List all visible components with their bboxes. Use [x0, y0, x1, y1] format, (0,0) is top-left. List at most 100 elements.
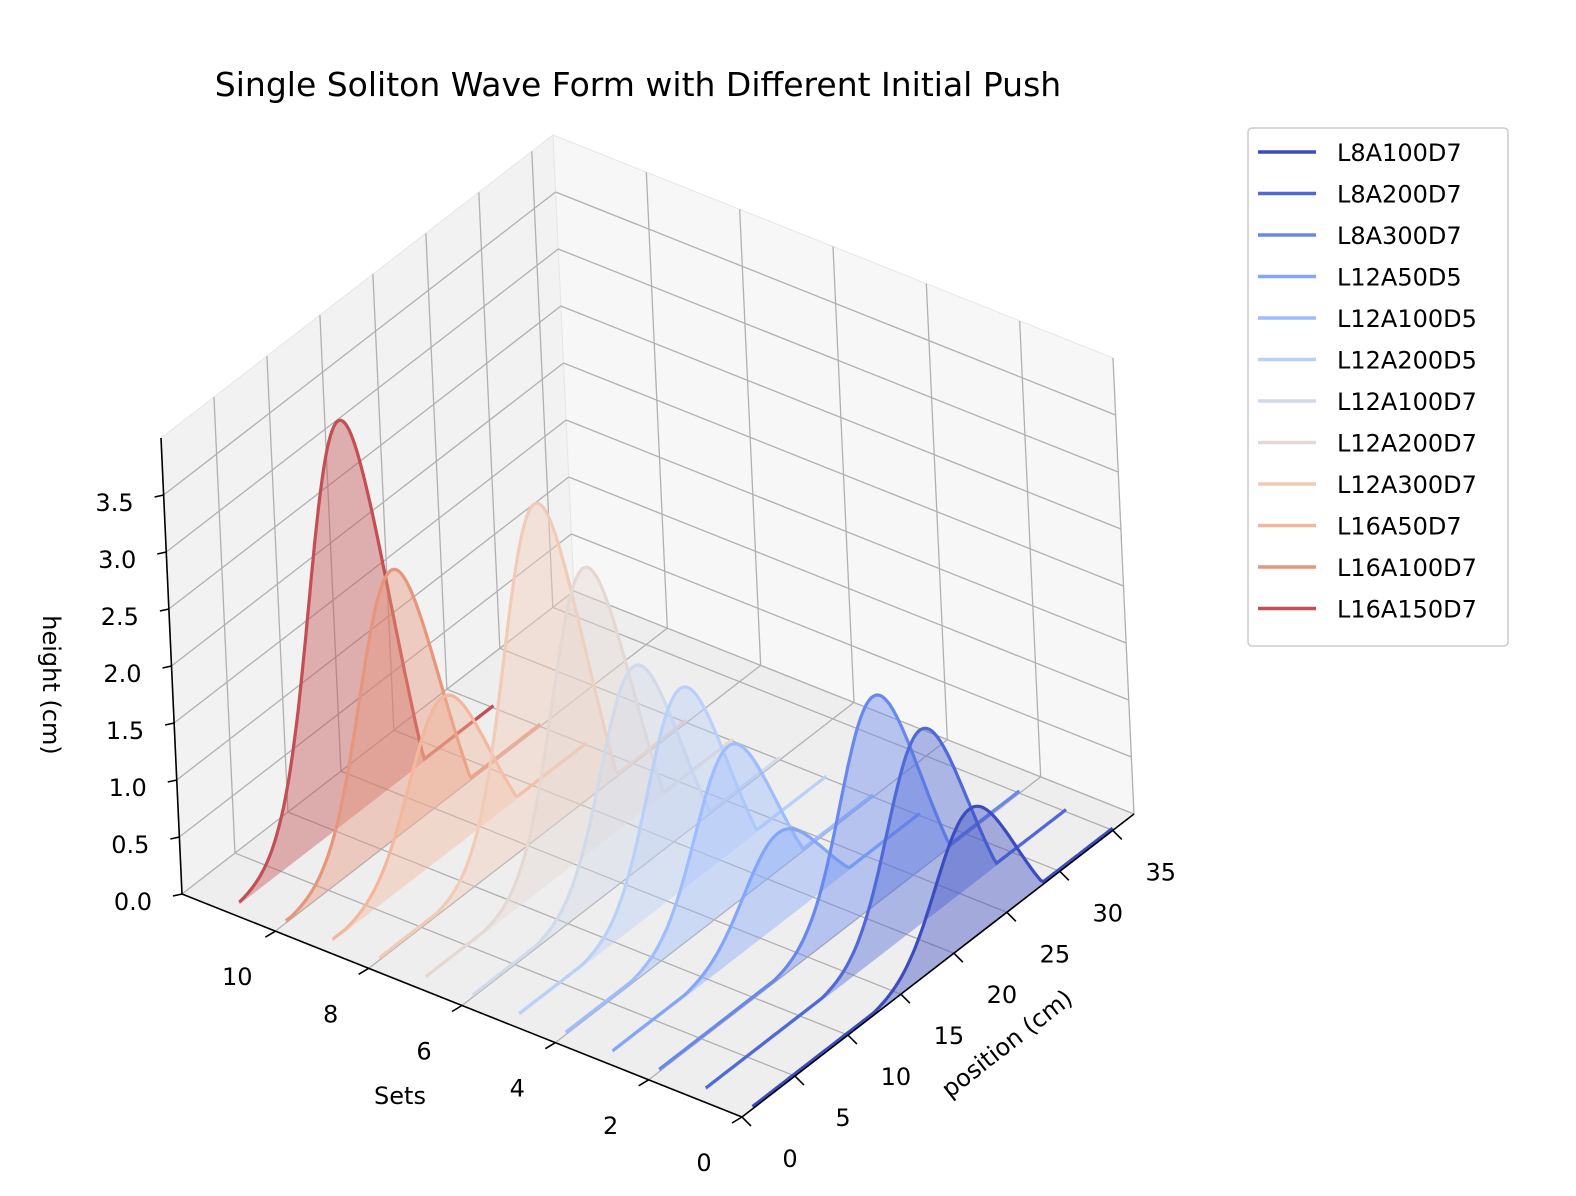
- y-tick-label: 4: [510, 1075, 525, 1103]
- series-fill-L12A200D5: [519, 687, 827, 1016]
- grid-line-y-floor: [554, 739, 948, 1044]
- series-layer: [238, 418, 1114, 1109]
- y-tick-label: 0: [696, 1149, 711, 1177]
- z-tick-label: 0.0: [114, 888, 152, 916]
- z-tick: [164, 722, 175, 726]
- x-tick: [1006, 911, 1017, 922]
- grid-line-z-back: [181, 590, 575, 895]
- series-fill-L16A50D7: [332, 695, 587, 942]
- legend-label: L12A200D5: [1337, 347, 1477, 375]
- y-axis-label: Sets: [374, 1082, 426, 1110]
- legend-label: L16A50D7: [1337, 513, 1462, 541]
- y-tick: [358, 967, 370, 976]
- series-line-L12A200D7: [424, 565, 735, 978]
- grid-line-z-side: [568, 476, 1129, 701]
- series-line-L8A300D7: [658, 693, 1021, 1071]
- y-tick: [638, 1079, 650, 1087]
- series-line-L16A100D7: [284, 567, 542, 922]
- series-line-L12A50D5: [611, 812, 921, 1053]
- y-tick: [451, 1004, 463, 1013]
- grid-line-z-side: [555, 191, 1116, 416]
- x-tick: [847, 1034, 858, 1045]
- x-tick-label: 10: [881, 1063, 912, 1091]
- grid-line-y-floor: [648, 776, 1042, 1081]
- z-tick-label: 2.0: [103, 660, 141, 688]
- legend-label: L8A200D7: [1337, 181, 1462, 209]
- grid-line-z-back: [178, 533, 572, 838]
- x-tick-label: 15: [934, 1022, 965, 1050]
- z-tick: [157, 551, 167, 555]
- grid-line-z-back: [165, 248, 559, 553]
- grid-line-z-side: [573, 590, 1135, 815]
- y-tick: [731, 1116, 743, 1124]
- z-tick-label: 3.5: [95, 489, 133, 517]
- series-fill-L16A100D7: [285, 569, 541, 923]
- z-tick: [159, 608, 170, 612]
- series-line-L8A100D7: [751, 804, 1114, 1108]
- series-fill-L8A300D7: [659, 695, 1020, 1072]
- legend-label: L12A200D7: [1337, 430, 1477, 458]
- y-tick-label: 8: [323, 1000, 338, 1028]
- series-line-L8A200D7: [704, 726, 1067, 1090]
- y-tick-label: 2: [603, 1112, 618, 1140]
- series-fill-L12A100D7: [472, 665, 780, 998]
- legend-box: [1247, 127, 1509, 647]
- grid-line-z-side: [558, 248, 1119, 473]
- z-tick-label: 3.0: [98, 546, 136, 574]
- y-tick-label: 6: [416, 1038, 431, 1066]
- grid-line-y-floor: [461, 701, 855, 1007]
- x-tick-label: 5: [835, 1104, 850, 1132]
- grid-line-y-floor: [368, 664, 762, 969]
- legend-label: L8A300D7: [1337, 222, 1462, 250]
- x-tick-label: 0: [782, 1145, 797, 1173]
- series-line-L12A300D7: [378, 501, 688, 960]
- legend-label: L16A100D7: [1337, 554, 1477, 582]
- x-tick-label: 35: [1146, 858, 1177, 886]
- grid-line-z-side: [563, 362, 1124, 587]
- grid-line-z-side: [571, 533, 1132, 758]
- z-tick: [167, 779, 177, 783]
- legend-label: L12A100D7: [1337, 388, 1477, 416]
- x-tick: [794, 1075, 805, 1086]
- z-tick: [154, 494, 164, 498]
- series-fill-L12A50D5: [612, 813, 920, 1054]
- x-axis-line: [741, 813, 1135, 1118]
- series-line-L12A200D5: [518, 685, 828, 1015]
- series-line-L16A150D7: [238, 418, 495, 904]
- x-tick: [741, 1116, 752, 1127]
- x-tick: [1059, 870, 1070, 881]
- grid-line-z-side: [560, 305, 1122, 530]
- y-tick-label: 10: [222, 963, 253, 991]
- x-tick: [1112, 829, 1123, 840]
- x-tick-label: 30: [1093, 899, 1124, 927]
- y-tick: [544, 1041, 556, 1050]
- legend-label: L12A100D5: [1337, 305, 1477, 333]
- series-line-L16A50D7: [331, 693, 588, 941]
- grid-line-z-back: [173, 419, 567, 724]
- axes-layer: 0 5 10 15 20 25 30 35 0 2 4 6 8 10 0.0 0.5 1.0 1.5 2.0 2.5 3…: [95, 437, 1177, 1177]
- x-tick-label: 20: [987, 981, 1018, 1009]
- x-tick: [900, 993, 911, 1004]
- series-fill-L8A200D7: [705, 728, 1067, 1091]
- legend-label: L8A100D7: [1337, 139, 1462, 167]
- grid-line-z-back: [168, 305, 562, 610]
- grid-line-z-side: [565, 419, 1127, 644]
- grid-line-z-back: [163, 191, 557, 496]
- series-line-L12A100D5: [564, 742, 875, 1034]
- grid-line-z-back: [171, 362, 564, 667]
- x-tick: [953, 952, 964, 963]
- grid-line-y-floor: [274, 627, 668, 932]
- series-fill-L12A200D7: [425, 567, 734, 979]
- chart-title: Single Soliton Wave Form with Different …: [215, 65, 1061, 104]
- series-fill-L12A300D7: [379, 503, 687, 961]
- x-tick-label: 25: [1040, 940, 1071, 968]
- z-tick: [162, 665, 172, 669]
- y-tick: [264, 930, 276, 938]
- legend-label: L16A150D7: [1337, 596, 1477, 624]
- z-tick-label: 1.0: [109, 774, 147, 802]
- legend-label: L12A300D7: [1337, 471, 1477, 499]
- series-fill-L12A100D5: [565, 743, 874, 1035]
- legend: L8A100D7 L8A200D7 L8A300D7 L12A50D5 L12A100D…: [1247, 127, 1509, 647]
- z-tick-label: 0.5: [111, 831, 149, 859]
